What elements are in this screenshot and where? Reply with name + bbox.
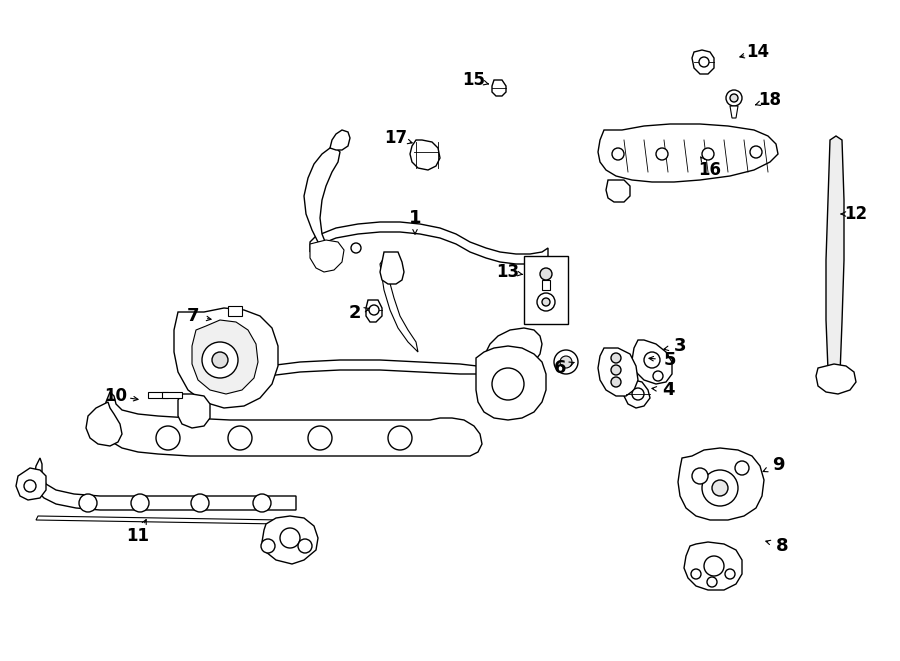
Polygon shape — [178, 394, 210, 428]
Circle shape — [537, 293, 555, 311]
Circle shape — [726, 90, 742, 106]
Polygon shape — [216, 328, 542, 398]
Polygon shape — [598, 348, 638, 396]
Polygon shape — [542, 280, 550, 290]
Text: 17: 17 — [384, 129, 408, 147]
Circle shape — [191, 494, 209, 512]
Circle shape — [351, 243, 361, 253]
Polygon shape — [678, 448, 764, 520]
Polygon shape — [16, 468, 46, 500]
Circle shape — [730, 94, 738, 102]
Circle shape — [131, 494, 149, 512]
Text: 7: 7 — [187, 307, 199, 325]
Text: 18: 18 — [759, 91, 781, 109]
Polygon shape — [310, 222, 548, 264]
Circle shape — [542, 298, 550, 306]
Polygon shape — [310, 240, 344, 272]
Circle shape — [611, 365, 621, 375]
Text: 8: 8 — [776, 537, 788, 555]
Circle shape — [611, 377, 621, 387]
Text: 15: 15 — [463, 71, 485, 89]
Polygon shape — [826, 136, 844, 376]
Text: 3: 3 — [674, 337, 686, 355]
Circle shape — [308, 426, 332, 450]
Circle shape — [612, 148, 624, 160]
Circle shape — [644, 352, 660, 368]
Circle shape — [202, 342, 238, 378]
Circle shape — [725, 569, 735, 579]
Text: 9: 9 — [772, 456, 784, 474]
Circle shape — [280, 528, 300, 548]
Text: 12: 12 — [844, 205, 868, 223]
Text: 16: 16 — [698, 161, 722, 179]
Polygon shape — [330, 130, 350, 150]
Circle shape — [388, 426, 412, 450]
Polygon shape — [162, 392, 182, 398]
Polygon shape — [304, 148, 340, 244]
Circle shape — [560, 356, 572, 368]
Bar — [524, 256, 568, 324]
Circle shape — [24, 480, 36, 492]
Text: 10: 10 — [104, 387, 128, 405]
Polygon shape — [174, 308, 278, 408]
Circle shape — [261, 539, 275, 553]
Text: 6: 6 — [554, 359, 566, 377]
Circle shape — [702, 148, 714, 160]
Polygon shape — [476, 346, 546, 420]
Circle shape — [156, 426, 180, 450]
Polygon shape — [104, 392, 482, 456]
Polygon shape — [366, 300, 382, 322]
Polygon shape — [606, 180, 630, 202]
Polygon shape — [816, 364, 856, 394]
Polygon shape — [380, 258, 418, 352]
Text: 14: 14 — [746, 43, 769, 61]
Text: 1: 1 — [409, 209, 421, 227]
Circle shape — [298, 539, 312, 553]
Polygon shape — [262, 516, 318, 564]
Polygon shape — [632, 340, 672, 384]
Polygon shape — [730, 106, 738, 118]
Circle shape — [554, 350, 578, 374]
Circle shape — [632, 388, 644, 400]
Circle shape — [699, 57, 709, 67]
Polygon shape — [624, 380, 650, 408]
Text: 2: 2 — [349, 304, 361, 322]
Circle shape — [712, 480, 728, 496]
Circle shape — [656, 148, 668, 160]
Polygon shape — [598, 124, 778, 182]
Polygon shape — [86, 402, 122, 446]
Circle shape — [735, 461, 749, 475]
Circle shape — [691, 569, 701, 579]
Polygon shape — [380, 252, 404, 284]
Circle shape — [253, 494, 271, 512]
Circle shape — [369, 305, 379, 315]
Circle shape — [79, 494, 97, 512]
Circle shape — [653, 371, 663, 381]
Polygon shape — [228, 306, 242, 316]
Circle shape — [212, 352, 228, 368]
Polygon shape — [192, 320, 258, 394]
Polygon shape — [34, 458, 296, 510]
Polygon shape — [410, 140, 440, 170]
Text: 4: 4 — [662, 381, 674, 399]
Circle shape — [702, 470, 738, 506]
Polygon shape — [692, 50, 714, 74]
Polygon shape — [492, 80, 506, 96]
Circle shape — [611, 353, 621, 363]
Circle shape — [692, 468, 708, 484]
Polygon shape — [684, 542, 742, 590]
Circle shape — [707, 577, 717, 587]
Circle shape — [228, 426, 252, 450]
Polygon shape — [36, 516, 282, 524]
Circle shape — [750, 146, 762, 158]
Text: 13: 13 — [497, 263, 519, 281]
Text: 5: 5 — [664, 351, 676, 369]
Circle shape — [704, 556, 724, 576]
Text: 11: 11 — [127, 527, 149, 545]
Polygon shape — [148, 392, 168, 398]
Circle shape — [492, 368, 524, 400]
Circle shape — [540, 268, 552, 280]
